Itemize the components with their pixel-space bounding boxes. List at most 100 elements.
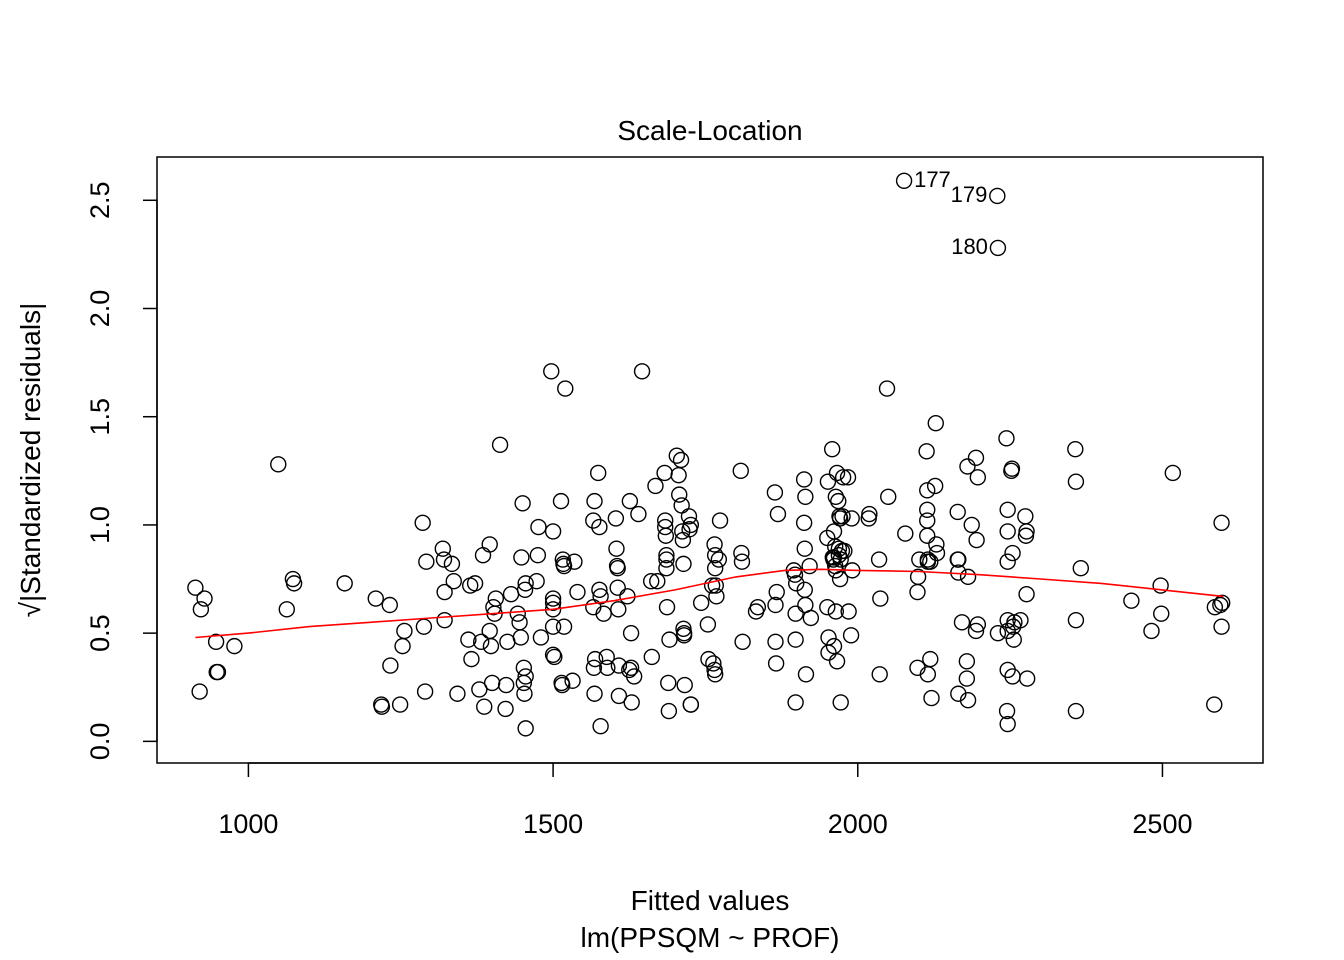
- data-point: [509, 605, 526, 622]
- data-point: [416, 683, 434, 700]
- data-point: [585, 598, 602, 616]
- data-point: [658, 598, 676, 616]
- data-point: [670, 466, 687, 484]
- data-point: [642, 573, 660, 590]
- data-point: [515, 659, 533, 676]
- data-point: [795, 471, 813, 488]
- data-point: [999, 553, 1016, 570]
- data-point: [209, 663, 227, 681]
- data-point: [705, 655, 722, 672]
- data-point: [481, 536, 498, 553]
- data-point: [1067, 440, 1084, 458]
- data-point: [396, 622, 413, 640]
- data-point: [415, 618, 433, 635]
- data-point: [543, 363, 560, 380]
- data-point: [657, 527, 675, 544]
- data-point: [959, 692, 977, 709]
- data-point: [953, 614, 971, 631]
- data-point: [487, 590, 505, 607]
- y-tick-label: 1.0: [85, 506, 115, 544]
- data-point: [471, 681, 488, 698]
- data-point: [394, 637, 411, 655]
- data-point: [711, 512, 729, 529]
- data-point: [768, 583, 785, 601]
- data-point: [674, 531, 692, 549]
- data-point: [827, 488, 845, 505]
- data-point: [586, 650, 604, 668]
- data-point: [700, 650, 717, 668]
- data-point: [801, 557, 818, 575]
- data-point: [381, 596, 398, 614]
- data-point: [586, 685, 603, 702]
- smooth-line: [195, 568, 1224, 639]
- data-point: [516, 581, 534, 599]
- data-point: [788, 575, 805, 592]
- data-point: [706, 536, 723, 553]
- data-point: [270, 456, 287, 473]
- data-point: [630, 505, 647, 523]
- data-point: [497, 700, 514, 718]
- data-point: [476, 698, 493, 715]
- data-point: [1067, 473, 1085, 490]
- data-point: [472, 633, 490, 650]
- y-axis: 0.0 0.5 1.0 1.5 2.0 2.5: [85, 182, 158, 761]
- data-point: [513, 549, 530, 566]
- data-point: [897, 525, 914, 542]
- data-point: [998, 430, 1015, 447]
- data-point: [928, 544, 946, 562]
- data-point: [544, 618, 562, 635]
- data-point: [969, 469, 987, 486]
- data-point: [671, 486, 688, 503]
- data-point: [706, 666, 724, 683]
- data-point: [598, 648, 615, 666]
- data-point: [586, 492, 603, 510]
- data-point: [834, 469, 852, 486]
- data-point: [682, 516, 700, 534]
- data-point: [1012, 611, 1029, 629]
- data-point: [767, 655, 785, 672]
- data-point: [1212, 596, 1229, 614]
- data-point: [703, 577, 721, 594]
- data-point: [832, 551, 849, 568]
- y-tick-label: 0.0: [85, 723, 115, 761]
- data-point: [192, 601, 210, 618]
- data-point: [1003, 460, 1021, 477]
- data-point: [599, 659, 616, 676]
- data-point: [675, 555, 692, 573]
- point-label: 177: [914, 167, 951, 192]
- data-point: [797, 666, 815, 683]
- x-tick-label: 1000: [218, 809, 278, 839]
- data-point: [676, 676, 693, 694]
- data-point: [928, 536, 945, 553]
- data-point: [546, 648, 563, 666]
- data-point: [658, 560, 675, 577]
- data-point: [827, 603, 845, 620]
- data-point: [608, 540, 625, 557]
- data-point: [435, 551, 453, 568]
- data-point: [675, 627, 693, 644]
- data-point: [795, 514, 813, 531]
- data-point: [660, 674, 677, 692]
- data-point: [187, 579, 204, 596]
- data-point: [514, 495, 531, 512]
- data-point: [699, 616, 717, 633]
- data-point: [999, 523, 1016, 540]
- data-point: [787, 605, 804, 622]
- data-point: [825, 637, 843, 655]
- data-point: [497, 676, 515, 694]
- data-point: [959, 458, 976, 475]
- data-point: [391, 696, 409, 713]
- data-point: [592, 588, 609, 605]
- data-point: [692, 594, 710, 612]
- data-point: [787, 694, 804, 711]
- data-point: [802, 609, 820, 627]
- data-point: [958, 670, 976, 687]
- data-point: [680, 508, 698, 525]
- data-point: [919, 512, 936, 529]
- data-point: [569, 583, 586, 601]
- data-point: [530, 518, 547, 536]
- data-point: [491, 436, 509, 454]
- data-point: [834, 508, 851, 525]
- data-point: [517, 575, 534, 592]
- data-point: [532, 629, 550, 646]
